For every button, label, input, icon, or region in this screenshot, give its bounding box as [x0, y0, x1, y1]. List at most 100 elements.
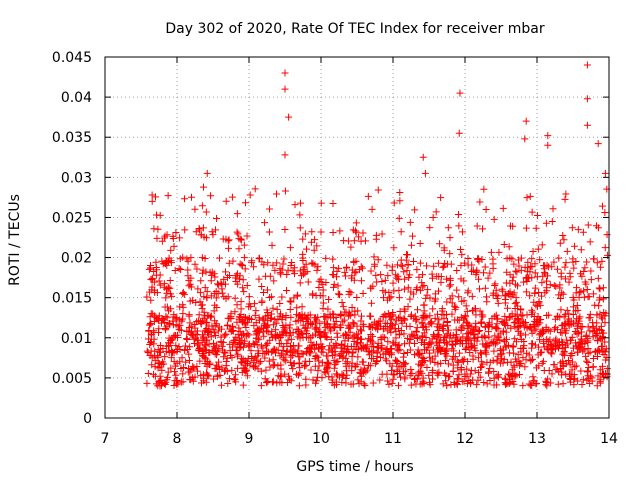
data-point — [199, 183, 207, 191]
data-point — [597, 313, 605, 321]
data-point — [482, 205, 490, 213]
data-point — [433, 333, 441, 341]
data-point — [531, 260, 539, 268]
data-point — [302, 375, 310, 383]
data-point — [330, 264, 338, 272]
data-point — [276, 373, 284, 381]
data-point — [263, 379, 271, 387]
data-point — [243, 330, 251, 338]
data-point — [192, 228, 200, 236]
data-point — [528, 306, 536, 314]
data-point — [352, 268, 360, 276]
data-point — [166, 276, 174, 284]
data-point — [390, 199, 398, 207]
data-point — [183, 255, 191, 263]
data-point — [492, 311, 500, 319]
data-point — [207, 313, 215, 321]
data-point — [392, 316, 400, 324]
data-point — [420, 281, 428, 289]
data-point — [488, 315, 496, 323]
data-point — [559, 321, 567, 329]
data-point — [187, 283, 195, 291]
data-point — [520, 323, 528, 331]
data-point — [559, 232, 567, 240]
data-point — [596, 334, 604, 342]
data-point — [409, 258, 417, 266]
data-point — [342, 379, 350, 387]
data-point — [161, 232, 169, 240]
data-point — [191, 205, 199, 213]
data-point — [523, 194, 531, 202]
data-point — [455, 293, 463, 301]
data-point — [313, 324, 321, 332]
data-point — [296, 369, 304, 377]
data-point — [191, 260, 199, 268]
data-point — [589, 355, 597, 363]
data-point — [389, 279, 397, 287]
data-point — [512, 338, 520, 346]
data-point — [428, 375, 436, 383]
data-point — [536, 256, 544, 264]
data-point — [203, 169, 211, 177]
data-point — [603, 365, 611, 373]
data-point — [556, 239, 564, 247]
data-point — [193, 363, 201, 371]
data-point — [556, 294, 564, 302]
data-point — [457, 275, 465, 283]
data-point — [266, 336, 274, 344]
data-point — [426, 339, 434, 347]
data-point — [212, 226, 220, 234]
data-point — [600, 309, 608, 317]
data-point — [198, 269, 206, 277]
data-point — [479, 311, 487, 319]
data-point — [431, 314, 439, 322]
data-point — [357, 378, 365, 386]
data-point — [580, 287, 588, 295]
data-point — [364, 348, 372, 356]
data-point — [349, 319, 357, 327]
data-point — [331, 322, 339, 330]
data-point — [272, 319, 280, 327]
data-point — [592, 222, 600, 230]
data-point — [205, 340, 213, 348]
data-point — [598, 202, 606, 210]
data-point — [175, 326, 183, 334]
data-point — [268, 328, 276, 336]
data-point — [557, 328, 565, 336]
data-point — [467, 343, 475, 351]
data-point — [171, 362, 179, 370]
data-point — [199, 266, 207, 274]
data-point — [295, 359, 303, 367]
data-point — [262, 366, 270, 374]
data-point — [196, 357, 204, 365]
data-point — [599, 295, 607, 303]
data-point — [260, 324, 268, 332]
data-point — [474, 354, 482, 362]
data-point — [484, 328, 492, 336]
data-point — [316, 329, 324, 337]
data-point — [436, 240, 444, 248]
data-point — [474, 376, 482, 384]
data-point — [224, 244, 232, 252]
data-point — [437, 336, 445, 344]
data-point — [369, 332, 377, 340]
data-point — [589, 333, 597, 341]
data-point — [458, 228, 466, 236]
data-point — [552, 282, 560, 290]
data-point — [464, 333, 472, 341]
data-point — [475, 327, 483, 335]
data-point — [578, 340, 586, 348]
data-point — [425, 349, 433, 357]
data-point — [243, 372, 251, 380]
data-point — [389, 375, 397, 383]
data-point — [367, 312, 375, 320]
data-point — [282, 322, 290, 330]
data-point — [302, 327, 310, 335]
data-point — [543, 379, 551, 387]
data-point — [270, 277, 278, 285]
data-point — [543, 345, 551, 353]
x-tick-label: 14 — [600, 431, 618, 447]
data-point — [240, 254, 248, 262]
data-point — [410, 290, 418, 298]
